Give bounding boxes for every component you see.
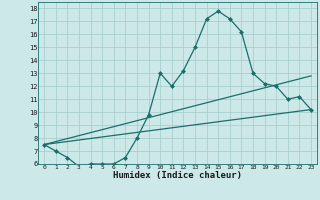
X-axis label: Humidex (Indice chaleur): Humidex (Indice chaleur) bbox=[113, 171, 242, 180]
